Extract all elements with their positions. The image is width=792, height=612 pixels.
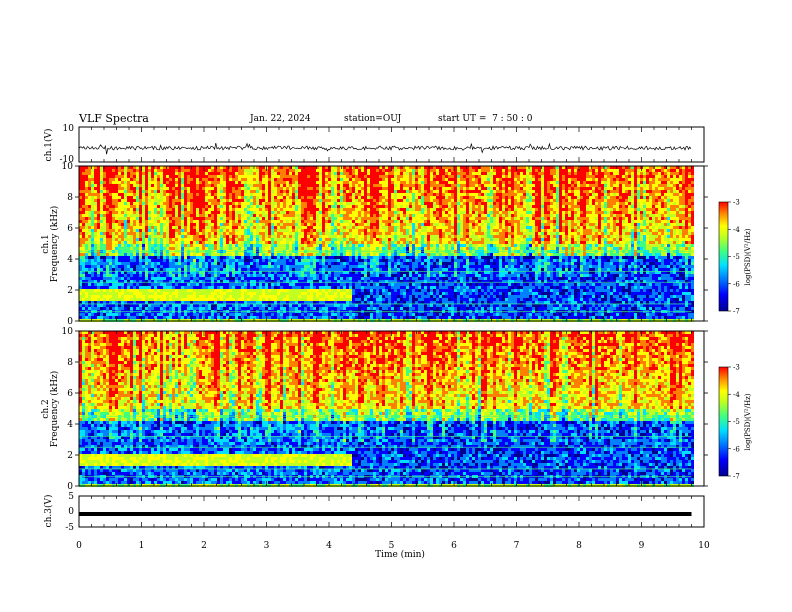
colorbar-tick-label: -7 xyxy=(733,308,740,316)
ch1-spectrogram-image xyxy=(79,166,706,322)
ch1-waveform-panel: 10 -10 ch.1(V) xyxy=(43,124,704,165)
colorbar-tick-label: -5 xyxy=(733,253,740,261)
ch1-freq-ylabel: Frequency (kHz) xyxy=(49,206,60,283)
time-tick-label: 3 xyxy=(264,541,270,551)
freq-tick-label: 10 xyxy=(62,162,74,172)
colorbar-tick-label: -4 xyxy=(733,226,740,234)
time-tick-label: 10 xyxy=(698,541,710,551)
freq-tick-label: 4 xyxy=(67,255,73,265)
ch3-ylabel: ch.3(V) xyxy=(43,495,54,528)
time-tick-label: 7 xyxy=(514,541,520,551)
ch3-ytick-top: 5 xyxy=(68,492,74,502)
ch3-ytick-bottom: -5 xyxy=(65,523,74,533)
time-tick-label: 0 xyxy=(76,541,82,551)
colorbar-1: -3 -4 -5 -6 -7 log(PSD)(V²/Hz) xyxy=(719,199,752,316)
ch2-freq-ylabel: Frequency (kHz) xyxy=(49,371,60,448)
colorbar-2-label: log(PSD)(V²/Hz) xyxy=(744,393,752,450)
ch1-ylabel: ch.1(V) xyxy=(43,129,54,162)
ch3-ytick-zero: 0 xyxy=(68,507,74,517)
freq-tick-label: 8 xyxy=(67,358,73,368)
colorbar-2: -3 -4 -5 -6 -7 log(PSD)(V²/Hz) xyxy=(719,364,752,481)
freq-tick-label: 8 xyxy=(67,193,73,203)
time-tick-label: 9 xyxy=(639,541,645,551)
freq-tick-label: 2 xyxy=(67,286,73,296)
freq-tick-label: 6 xyxy=(67,224,73,234)
freq-tick-label: 10 xyxy=(62,327,74,337)
time-axis-label: Time (min) xyxy=(375,549,425,560)
freq-tick-label: 2 xyxy=(67,451,73,461)
colorbar-tick-label: -6 xyxy=(733,445,740,453)
colorbar-tick-label: -4 xyxy=(733,391,740,399)
freq-tick-label: 0 xyxy=(67,317,73,327)
colorbar-tick-label: -3 xyxy=(733,199,740,207)
freq-tick-label: 4 xyxy=(67,420,73,430)
colorbar-1-label: log(PSD)(V²/Hz) xyxy=(744,228,752,285)
time-tick-label: 1 xyxy=(139,541,145,551)
colorbar-tick-label: -3 xyxy=(733,364,740,372)
time-tick-label: 4 xyxy=(326,541,332,551)
ch3-waveform-line xyxy=(79,512,692,516)
time-tick-label: 6 xyxy=(451,541,457,551)
freq-tick-label: 6 xyxy=(67,389,73,399)
freq-tick-label: 0 xyxy=(67,482,73,492)
colorbar-tick-label: -5 xyxy=(733,418,740,426)
ch3-waveform-panel: 5 0 -5 ch.3(V) xyxy=(43,492,704,533)
colorbar-tick-label: -6 xyxy=(733,280,740,288)
time-tick-label: 2 xyxy=(201,541,207,551)
ch1-ytick-top: 10 xyxy=(63,124,75,134)
time-tick-label: 8 xyxy=(576,541,582,551)
ch2-spectrogram-image xyxy=(79,331,706,487)
colorbar-tick-label: -7 xyxy=(733,473,740,481)
